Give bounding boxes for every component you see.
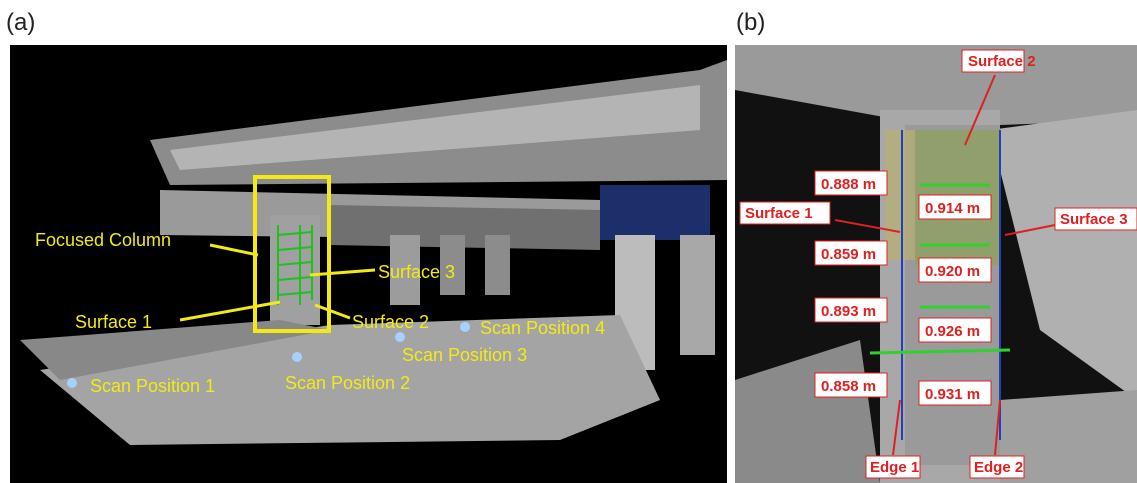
annotation: Surface 3 xyxy=(378,262,455,282)
annotation: Scan Position 4 xyxy=(480,318,605,338)
annotation: Scan Position 3 xyxy=(402,345,527,365)
panel-b: Surface 2 Surface 1 Surface 3 Edge 1 Edg… xyxy=(735,45,1137,483)
annotation: Focused Column xyxy=(35,230,171,250)
measurement: 0.926 m xyxy=(925,323,980,340)
annotation: Scan Position 2 xyxy=(285,373,410,393)
annotation: Surface 2 xyxy=(352,312,429,332)
annotation: Edge 2 xyxy=(974,459,1023,476)
annotation: Surface 3 xyxy=(1060,211,1128,228)
measurement: 0.888 m xyxy=(821,176,876,193)
measurement: 0.893 m xyxy=(821,303,876,320)
annotation: Surface 2 xyxy=(968,53,1036,70)
measurement: 0.859 m xyxy=(821,246,876,263)
annotation: Surface 1 xyxy=(745,205,813,222)
annotation: Surface 1 xyxy=(75,312,152,332)
measurement: 0.931 m xyxy=(925,386,980,403)
figure: (a) (b) Focused Column Surface 3 xyxy=(0,0,1137,483)
annotation: Scan Position 1 xyxy=(90,376,215,396)
measurement: 0.858 m xyxy=(821,378,876,395)
annotation: Edge 1 xyxy=(870,459,919,476)
panel-label: (b) xyxy=(736,9,765,36)
panel-label: (a) xyxy=(6,9,35,36)
measurement: 0.914 m xyxy=(925,200,980,217)
measurement: 0.920 m xyxy=(925,263,980,280)
panel-a: Focused Column Surface 3 Surface 1 Surfa… xyxy=(10,45,727,483)
